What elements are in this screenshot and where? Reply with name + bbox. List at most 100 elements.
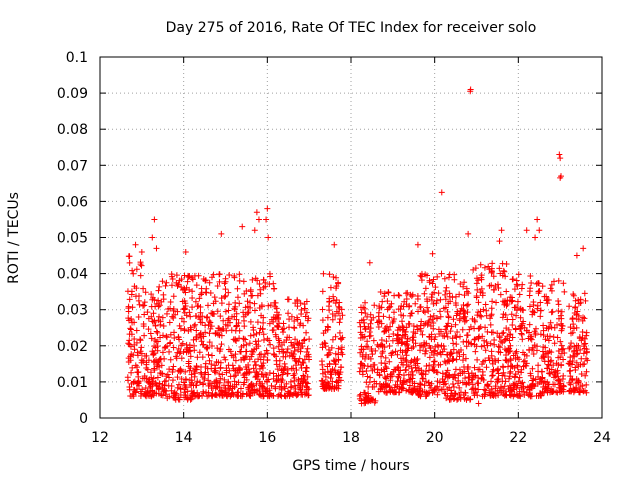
data-point: [276, 363, 283, 370]
data-point: [329, 316, 336, 323]
data-point: [555, 376, 562, 383]
data-point: [125, 340, 132, 347]
data-point: [159, 384, 166, 391]
data-point: [567, 324, 574, 331]
data-point: [452, 293, 459, 300]
data-point: [556, 315, 563, 322]
data-point: [189, 276, 196, 283]
data-point: [424, 272, 431, 279]
data-point: [378, 353, 385, 360]
data-point: [570, 292, 577, 299]
data-point: [149, 348, 156, 355]
data-point: [432, 343, 439, 350]
data-point: [480, 306, 487, 313]
data-point: [267, 302, 274, 309]
data-point: [254, 388, 261, 395]
data-point: [496, 334, 503, 341]
data-point: [395, 336, 402, 343]
data-point: [388, 373, 395, 380]
data-point: [192, 312, 199, 319]
data-point: [403, 361, 410, 368]
data-point: [424, 298, 431, 305]
data-point: [517, 305, 524, 312]
data-point: [251, 307, 258, 314]
data-point: [286, 316, 293, 323]
data-point: [174, 374, 181, 381]
data-point: [548, 349, 555, 356]
data-point: [127, 353, 134, 360]
data-point: [561, 288, 568, 295]
data-point: [388, 300, 395, 307]
data-point: [233, 323, 240, 330]
data-point: [381, 328, 388, 335]
data-point: [326, 361, 333, 368]
data-point: [194, 378, 201, 385]
data-point: [422, 393, 429, 400]
data-point: [548, 281, 555, 288]
data-point: [189, 295, 196, 302]
data-point: [397, 355, 404, 362]
data-point: [374, 341, 381, 348]
data-point: [286, 334, 293, 341]
data-point: [375, 324, 382, 331]
data-point: [494, 330, 501, 337]
data-point: [129, 364, 136, 371]
data-point: [253, 373, 260, 380]
data-point: [434, 350, 441, 357]
data-point: [335, 357, 342, 364]
data-point: [441, 333, 448, 340]
data-point: [489, 357, 496, 364]
data-point: [437, 313, 444, 320]
data-point: [545, 337, 552, 344]
data-point: [514, 382, 521, 389]
data-point: [579, 382, 586, 389]
outlier-point: [138, 248, 145, 255]
data-point: [257, 382, 264, 389]
data-point: [574, 350, 581, 357]
data-point: [452, 321, 459, 328]
data-point: [403, 367, 410, 374]
data-point: [229, 362, 236, 369]
data-point: [163, 333, 170, 340]
data-point: [249, 276, 256, 283]
axis-ticks: [99, 56, 603, 419]
data-point: [475, 309, 482, 316]
data-point: [426, 362, 433, 369]
data-point: [369, 396, 376, 403]
data-point: [131, 341, 138, 348]
data-point: [382, 381, 389, 388]
data-point: [378, 360, 385, 367]
data-point: [326, 271, 333, 278]
data-point: [410, 323, 417, 330]
data-point: [453, 356, 460, 363]
data-point: [147, 330, 154, 337]
data-point: [172, 391, 179, 398]
data-point: [149, 318, 156, 325]
data-point: [305, 392, 312, 399]
data-point: [450, 374, 457, 381]
data-point: [407, 376, 414, 383]
data-point: [444, 322, 451, 329]
data-point: [407, 359, 414, 366]
data-point: [167, 339, 174, 346]
data-point: [301, 391, 308, 398]
data-point: [529, 365, 536, 372]
data-point: [150, 375, 157, 382]
data-point: [543, 350, 550, 357]
data-point: [155, 287, 162, 294]
data-point: [378, 367, 385, 374]
data-point: [504, 297, 511, 304]
data-point: [131, 336, 138, 343]
data-point: [509, 276, 516, 283]
data-point: [507, 342, 514, 349]
data-point: [189, 379, 196, 386]
data-point: [333, 274, 340, 281]
data-point: [302, 313, 309, 320]
data-point: [125, 315, 132, 322]
data-point: [151, 365, 158, 372]
data-point: [319, 377, 326, 384]
data-point: [544, 379, 551, 386]
data-point: [421, 309, 428, 316]
data-point: [434, 369, 441, 376]
data-point: [424, 321, 431, 328]
